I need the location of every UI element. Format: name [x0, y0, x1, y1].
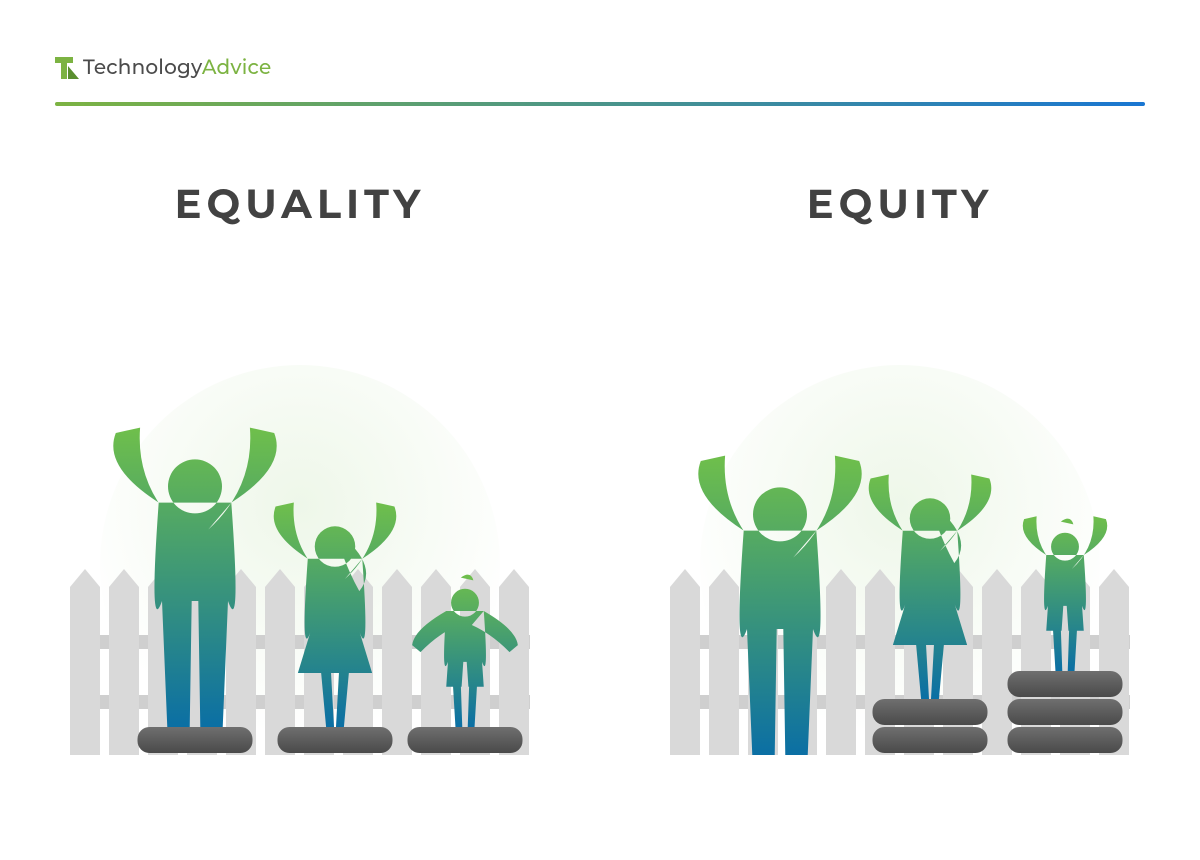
brand-text-part2: Advice: [202, 56, 272, 80]
panel-equity: EQUITY: [600, 150, 1200, 860]
brand-text: TechnologyAdvice: [83, 56, 271, 80]
scene-equality: [70, 335, 530, 755]
brand-logo: TechnologyAdvice: [55, 55, 271, 81]
header-divider: [55, 102, 1145, 106]
panels-container: EQUALITY EQUITY: [0, 150, 1200, 860]
people-equality: [70, 335, 530, 755]
people-equity: [670, 335, 1130, 755]
brand-text-part1: Technology: [83, 56, 202, 80]
panel-equality: EQUALITY: [0, 150, 600, 860]
scene-equity: [670, 335, 1130, 755]
brand-mark-icon: [55, 55, 81, 81]
panel-title-equality: EQUALITY: [0, 180, 600, 229]
panel-title-equity: EQUITY: [600, 180, 1200, 229]
